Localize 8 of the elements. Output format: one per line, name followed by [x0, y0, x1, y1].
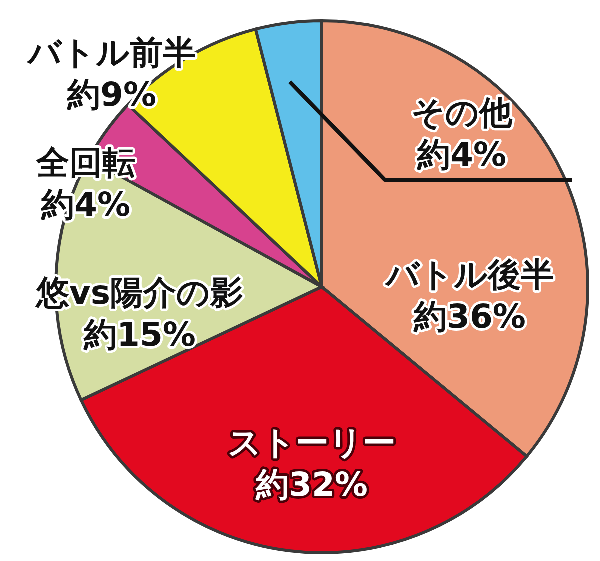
data-label: 約32% — [255, 465, 368, 504]
slice-label: バトル後半 — [384, 255, 554, 294]
slice-label: その他 — [412, 93, 514, 132]
slice-label: バトル前半 — [26, 33, 196, 72]
data-label: 約15% — [83, 315, 196, 354]
data-label: 約36% — [413, 297, 526, 336]
data-label: 約4% — [416, 135, 507, 174]
slice-label: ストーリー — [228, 423, 396, 462]
